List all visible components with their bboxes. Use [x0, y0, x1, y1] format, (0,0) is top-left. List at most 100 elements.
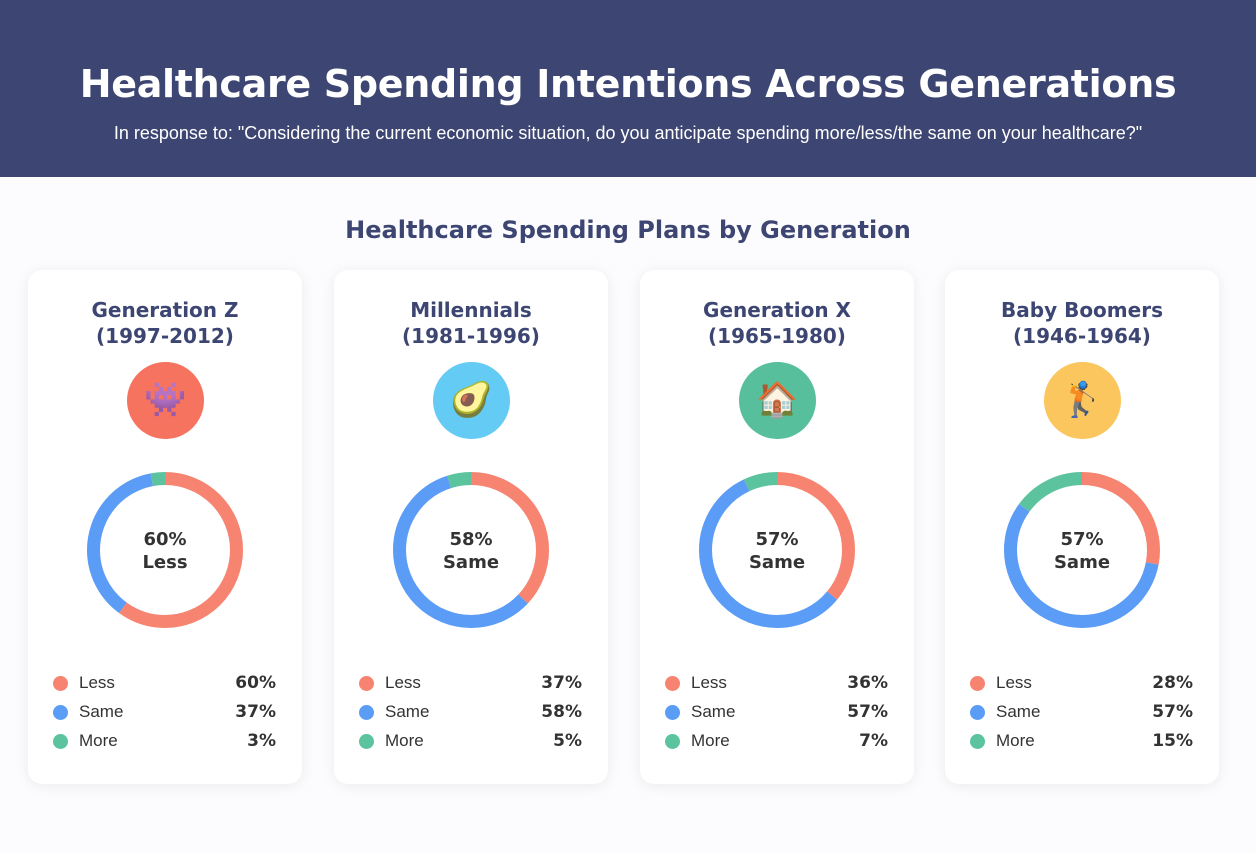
legend-row-less: Less 37%	[359, 672, 582, 701]
legend: Less 36% Same 57% More 7%	[665, 672, 888, 759]
legend-label: Less	[385, 673, 421, 692]
legend-dot-more	[665, 734, 680, 749]
donut-slice-more	[699, 472, 855, 628]
legend-row-same: Same 58%	[359, 701, 582, 730]
center-category: Less	[142, 552, 188, 573]
donut-center-label: 57% Same	[692, 528, 862, 574]
donut-slice-same	[87, 472, 243, 628]
generation-name: Millennials	[410, 298, 532, 322]
legend-row-less: Less 28%	[970, 672, 1193, 701]
generation-name: Generation Z	[91, 298, 239, 322]
donut-center-label: 60% Less	[80, 528, 250, 574]
legend-dot-same	[970, 705, 985, 720]
legend-row-more: More 3%	[53, 730, 276, 759]
legend-value: 36%	[847, 673, 888, 693]
center-category: Same	[1053, 552, 1111, 573]
donut-slice-more	[87, 472, 243, 628]
center-value: 58%	[449, 529, 493, 550]
donut-chart	[699, 472, 855, 628]
card-generation-z: Generation Z (1997-2012) 👾 60% Less Less 60% Sa…	[28, 270, 302, 784]
legend-label: More	[996, 731, 1035, 750]
legend-value: 37%	[235, 702, 276, 722]
center-category: Same	[442, 552, 500, 573]
page-title: Healthcare Spending Intentions Across Ge…	[79, 62, 1177, 106]
legend-label: Same	[691, 702, 736, 721]
donut-chart	[393, 472, 549, 628]
legend-dot-less	[970, 676, 985, 691]
legend-value: 58%	[541, 702, 582, 722]
legend-label: More	[385, 731, 424, 750]
generation-name: Baby Boomers	[1001, 298, 1163, 322]
legend-row-same: Same 37%	[53, 701, 276, 730]
legend-value: 15%	[1152, 731, 1193, 751]
card-title: Baby Boomers (1946-1964)	[945, 297, 1219, 349]
golfer-icon: 🏌️	[1044, 362, 1121, 439]
house-icon: 🏠	[739, 362, 816, 439]
section-title: Healthcare Spending Plans by Generation	[345, 216, 911, 244]
legend: Less 28% Same 57% More 15%	[970, 672, 1193, 759]
legend-row-more: More 7%	[665, 730, 888, 759]
donut-slice-same	[393, 472, 549, 628]
legend-label: Less	[996, 673, 1032, 692]
card-title: Generation Z (1997-2012)	[28, 297, 302, 349]
legend-dot-same	[665, 705, 680, 720]
card-title: Generation X (1965-1980)	[640, 297, 914, 349]
page-subtitle: In response to: "Considering the current…	[113, 123, 1143, 143]
legend-row-more: More 15%	[970, 730, 1193, 759]
generation-years: (1965-1980)	[708, 324, 846, 348]
card-title: Millennials (1981-1996)	[334, 297, 608, 349]
generation-name: Generation X	[703, 298, 851, 322]
legend-value: 3%	[247, 731, 276, 751]
card-millennials: Millennials (1981-1996) 🥑 58% Same Less 37% Sam…	[334, 270, 608, 784]
avocado-icon: 🥑	[433, 362, 510, 439]
legend-label: More	[79, 731, 118, 750]
legend-dot-less	[359, 676, 374, 691]
generation-years: (1981-1996)	[402, 324, 540, 348]
legend-dot-less	[665, 676, 680, 691]
donut-chart	[1004, 472, 1160, 628]
donut-slice-more	[393, 472, 549, 628]
legend: Less 60% Same 37% More 3%	[53, 672, 276, 759]
card-baby-boomers: Baby Boomers (1946-1964) 🏌️ 57% Same Less 28% S…	[945, 270, 1219, 784]
legend-value: 5%	[553, 731, 582, 751]
legend-value: 7%	[859, 731, 888, 751]
donut-slice-same	[699, 472, 855, 628]
center-value: 57%	[1060, 529, 1104, 550]
donut-chart	[87, 472, 243, 628]
legend-value: 60%	[235, 673, 276, 693]
alien-monster-icon: 👾	[127, 362, 204, 439]
legend-dot-same	[359, 705, 374, 720]
legend-dot-more	[970, 734, 985, 749]
legend-label: More	[691, 731, 730, 750]
legend-dot-more	[359, 734, 374, 749]
legend-label: Same	[79, 702, 124, 721]
legend: Less 37% Same 58% More 5%	[359, 672, 582, 759]
legend-dot-same	[53, 705, 68, 720]
legend-dot-more	[53, 734, 68, 749]
legend-label: Same	[996, 702, 1041, 721]
center-value: 57%	[755, 529, 799, 550]
legend-label: Less	[691, 673, 727, 692]
legend-row-less: Less 60%	[53, 672, 276, 701]
donut-center-label: 57% Same	[997, 528, 1167, 574]
header: Healthcare Spending Intentions Across Ge…	[0, 0, 1256, 177]
legend-row-same: Same 57%	[970, 701, 1193, 730]
generation-years: (1997-2012)	[96, 324, 234, 348]
donut-center-label: 58% Same	[386, 528, 556, 574]
generation-years: (1946-1964)	[1013, 324, 1151, 348]
donut-slice-more	[1004, 472, 1160, 628]
legend-value: 37%	[541, 673, 582, 693]
donut-slice-same	[1004, 472, 1160, 628]
legend-label: Same	[385, 702, 430, 721]
center-value: 60%	[143, 529, 187, 550]
center-category: Same	[748, 552, 806, 573]
legend-label: Less	[79, 673, 115, 692]
legend-row-less: Less 36%	[665, 672, 888, 701]
card-generation-x: Generation X (1965-1980) 🏠 57% Same Less 36% Sa…	[640, 270, 914, 784]
legend-row-more: More 5%	[359, 730, 582, 759]
legend-value: 28%	[1152, 673, 1193, 693]
legend-row-same: Same 57%	[665, 701, 888, 730]
legend-value: 57%	[847, 702, 888, 722]
legend-value: 57%	[1152, 702, 1193, 722]
legend-dot-less	[53, 676, 68, 691]
